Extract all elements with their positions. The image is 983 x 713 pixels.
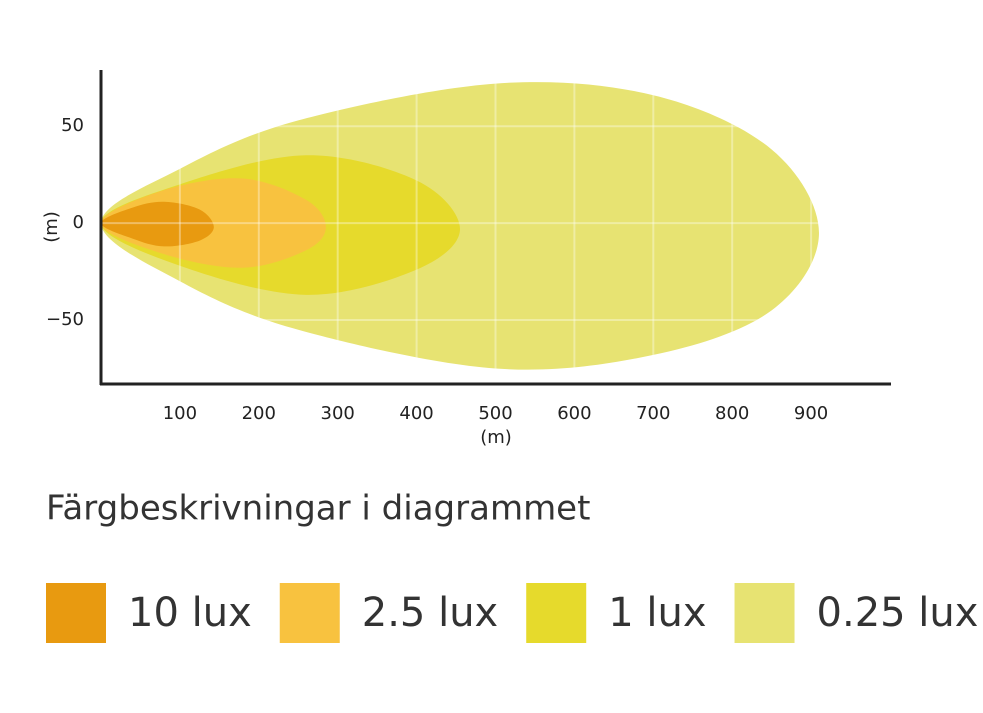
legend-swatch bbox=[279, 583, 340, 643]
x-tick-label: 900 bbox=[794, 403, 828, 424]
x-tick-label: 600 bbox=[557, 403, 591, 424]
plot-area bbox=[101, 82, 819, 370]
legend-label: 2.5 lux bbox=[362, 590, 498, 636]
legend-title: Färgbeskrivningar i diagrammet bbox=[46, 489, 590, 529]
y-axis-label: (m) bbox=[41, 211, 62, 243]
x-tick-label: 500 bbox=[478, 403, 512, 424]
x-tick-label: 400 bbox=[399, 403, 433, 424]
x-tick-label: 700 bbox=[636, 403, 670, 424]
x-tick-label: 100 bbox=[163, 403, 197, 424]
legend-label: 0.25 lux bbox=[817, 590, 979, 636]
legend-swatch bbox=[526, 583, 587, 643]
x-tick-label: 300 bbox=[321, 403, 355, 424]
y-tick-label: 0 bbox=[73, 212, 84, 233]
x-tick-label: 800 bbox=[715, 403, 749, 424]
y-tick-label: 50 bbox=[61, 115, 84, 136]
legend-label: 1 lux bbox=[608, 590, 706, 636]
legend-swatch bbox=[734, 583, 795, 643]
legend: 10 lux 2.5 lux 1 lux 0.25 lux bbox=[46, 583, 978, 643]
x-tick-label: 200 bbox=[242, 403, 276, 424]
grid bbox=[101, 70, 890, 384]
contour-area bbox=[101, 82, 819, 370]
x-axis-label: (m) bbox=[480, 427, 512, 448]
legend-label: 10 lux bbox=[128, 590, 252, 636]
legend-swatch bbox=[46, 583, 106, 643]
y-tick-label: −50 bbox=[46, 309, 84, 330]
contour-area bbox=[101, 201, 214, 247]
